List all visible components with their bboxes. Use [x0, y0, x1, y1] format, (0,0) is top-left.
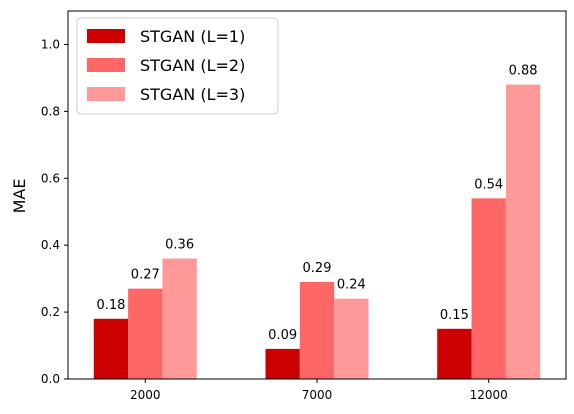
y-tick-label: 0.4: [41, 238, 60, 252]
legend: STGAN (L=1) STGAN (L=2) STGAN (L=3): [76, 17, 279, 115]
y-tick-label: 0.2: [41, 305, 60, 319]
bar-series1-7000: [265, 348, 300, 379]
legend-label: STGAN (L=3): [140, 85, 245, 104]
y-tick-label: 0.6: [41, 171, 60, 185]
legend-swatch: [87, 58, 125, 72]
bar-series2-2000: [128, 288, 163, 379]
data-label: 0.18: [96, 298, 125, 313]
data-label: 0.24: [337, 278, 366, 293]
data-label: 0.29: [303, 261, 332, 276]
y-axis-title: MAE: [10, 179, 29, 214]
data-label: 0.54: [474, 177, 503, 192]
data-label: 0.09: [268, 328, 297, 343]
legend-swatch: [87, 87, 125, 101]
data-label: 0.15: [440, 308, 469, 323]
legend-swatch: [87, 29, 125, 43]
plot-frame: [67, 10, 567, 380]
data-label: 0.36: [165, 238, 194, 253]
bar-series2-12000: [471, 198, 506, 379]
plot-area: 0.18 0.09 0.15 0.27 0.29 0.54 0.36 0.24 0.88 2000…: [41, 37, 541, 402]
bar-series2-7000: [299, 281, 335, 379]
legend-label: STGAN (L=1): [140, 27, 245, 46]
legend-label: STGAN (L=2): [140, 56, 245, 75]
bar-series1-2000: [93, 318, 129, 379]
x-tick-label: 2000: [130, 388, 161, 402]
y-tick-label: 1.0: [41, 37, 60, 51]
x-tick-label: 12000: [470, 388, 508, 402]
bar-series3-7000: [334, 298, 369, 379]
bar-series3-2000: [162, 258, 197, 379]
x-tick-label: 7000: [302, 388, 333, 402]
bar-series1-12000: [437, 328, 472, 379]
data-label: 0.27: [131, 268, 160, 283]
bar-series3-12000: [505, 84, 541, 379]
y-tick-label: 0.0: [41, 372, 60, 386]
data-label: 0.88: [509, 64, 538, 79]
y-tick-label: 0.8: [41, 104, 60, 118]
legend-box: [76, 17, 279, 115]
